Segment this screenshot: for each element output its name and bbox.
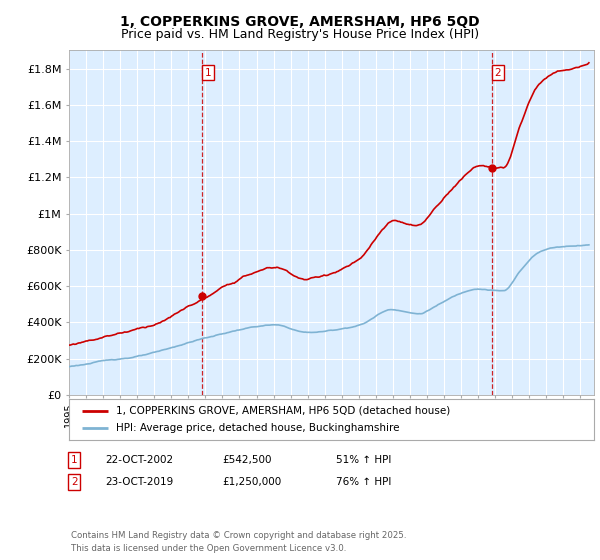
Text: 2: 2	[71, 477, 77, 487]
Text: HPI: Average price, detached house, Buckinghamshire: HPI: Average price, detached house, Buck…	[116, 423, 400, 433]
Text: 51% ↑ HPI: 51% ↑ HPI	[336, 455, 391, 465]
Text: £542,500: £542,500	[222, 455, 271, 465]
Text: £1,250,000: £1,250,000	[222, 477, 281, 487]
Text: 22-OCT-2002: 22-OCT-2002	[105, 455, 173, 465]
Text: 1, COPPERKINS GROVE, AMERSHAM, HP6 5QD: 1, COPPERKINS GROVE, AMERSHAM, HP6 5QD	[120, 15, 480, 29]
Text: 1: 1	[71, 455, 77, 465]
Text: 23-OCT-2019: 23-OCT-2019	[105, 477, 173, 487]
Text: Contains HM Land Registry data © Crown copyright and database right 2025.
This d: Contains HM Land Registry data © Crown c…	[71, 531, 406, 553]
Text: 76% ↑ HPI: 76% ↑ HPI	[336, 477, 391, 487]
Text: Price paid vs. HM Land Registry's House Price Index (HPI): Price paid vs. HM Land Registry's House …	[121, 28, 479, 41]
Text: 2: 2	[494, 68, 501, 78]
Text: 1, COPPERKINS GROVE, AMERSHAM, HP6 5QD (detached house): 1, COPPERKINS GROVE, AMERSHAM, HP6 5QD (…	[116, 405, 451, 416]
Text: 1: 1	[205, 68, 211, 78]
